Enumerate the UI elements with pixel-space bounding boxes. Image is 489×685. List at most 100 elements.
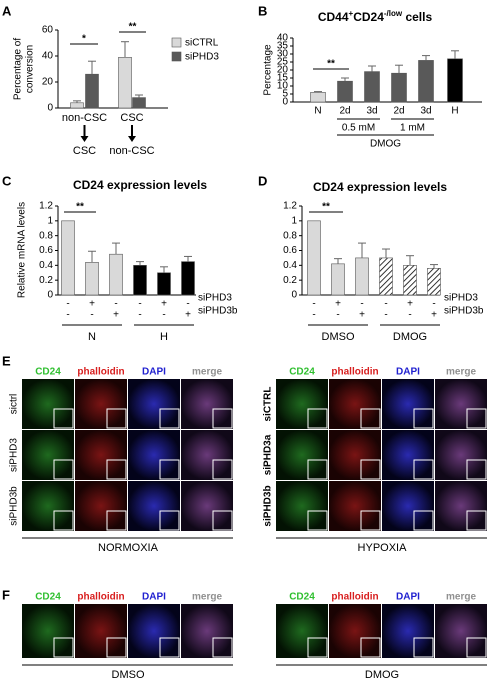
treatment-sign: + — [431, 310, 437, 321]
inset — [307, 408, 328, 429]
inset — [466, 510, 487, 531]
legend-swatch — [171, 51, 182, 62]
micrograph — [435, 604, 487, 658]
inset — [360, 408, 381, 429]
significance-label: ** — [76, 202, 84, 213]
y-tick-label: 5 — [282, 89, 288, 100]
micrograph — [128, 481, 180, 531]
bar — [418, 60, 434, 103]
channel-label: merge — [446, 592, 476, 603]
micrograph — [181, 430, 233, 480]
inset — [212, 459, 233, 480]
legend-label: siCTRL — [185, 38, 219, 49]
micrograph — [128, 604, 180, 658]
treatment-sign: - — [66, 310, 69, 321]
error-bar — [73, 100, 81, 103]
y-tick-label: 0.8 — [39, 230, 53, 241]
inset — [159, 459, 180, 480]
y-tick-label: 0 — [47, 103, 53, 114]
x-tick-label: 2d — [339, 106, 350, 117]
legend-swatch — [171, 37, 182, 48]
x-tick-label: 3d — [420, 106, 431, 117]
micrograph — [276, 481, 328, 531]
x-tick-label: CSC — [120, 112, 143, 124]
bar — [85, 262, 99, 296]
inset — [53, 459, 74, 480]
inset — [413, 510, 434, 531]
micrograph — [276, 604, 328, 658]
y-axis-label: Percentage of — [13, 38, 24, 100]
significance-label: * — [82, 34, 86, 45]
inset — [53, 408, 74, 429]
treatment-sign: + — [359, 310, 365, 321]
channel-label: phalloidin — [331, 592, 378, 603]
inset — [212, 408, 233, 429]
arrow-head — [128, 136, 136, 142]
micrograph — [382, 430, 434, 480]
bar — [307, 220, 321, 296]
bar — [157, 272, 171, 296]
micrograph — [181, 604, 233, 658]
treatment-name: siPHD3b — [444, 306, 484, 317]
y-tick-label: 0.4 — [283, 260, 297, 271]
error-bar — [314, 91, 322, 93]
target-label: CSC — [73, 145, 96, 157]
inset — [413, 408, 434, 429]
channel-label: DAPI — [142, 367, 166, 378]
bar — [391, 72, 407, 103]
inset — [53, 510, 74, 531]
treatment-sign: + — [89, 299, 95, 310]
y-tick-label: 40 — [42, 51, 54, 62]
significance-label: ** — [327, 59, 335, 70]
micrograph — [435, 430, 487, 480]
inset — [106, 637, 127, 658]
bar — [118, 56, 132, 109]
y-tick-label: 0.8 — [283, 230, 297, 241]
chart-title: CD24 expression levels — [73, 178, 207, 192]
y-tick-label: 0.4 — [39, 260, 53, 271]
micrograph — [382, 604, 434, 658]
inset — [413, 637, 434, 658]
micrograph — [329, 481, 381, 531]
significance-label: ** — [322, 202, 330, 213]
x-tick-label: 2d — [393, 106, 404, 117]
y-tick-label: 0.6 — [39, 245, 53, 256]
significance-label: ** — [129, 22, 137, 33]
error-bar — [430, 264, 438, 269]
bar — [364, 71, 380, 103]
treatment-name: siPHD3 — [198, 293, 232, 304]
y-tick-label: 20 — [42, 77, 54, 88]
micrograph — [435, 481, 487, 531]
micrograph — [181, 379, 233, 429]
error-bar — [184, 255, 192, 262]
inset — [307, 637, 328, 658]
y-axis-label: conversion — [25, 45, 36, 93]
x-tick-label: H — [451, 106, 458, 117]
treatment-sign: - — [162, 310, 165, 321]
error-bar — [382, 248, 390, 258]
inset — [413, 459, 434, 480]
y-tick-label: 25 — [277, 57, 289, 68]
bar — [61, 220, 75, 296]
y-tick-label: 20 — [277, 65, 289, 76]
title-part: cells — [402, 10, 432, 24]
target-label: non-CSC — [109, 145, 154, 157]
micrograph — [22, 604, 74, 658]
bar — [331, 263, 345, 296]
treatment-sign: - — [336, 310, 339, 321]
y-tick-label: 0.6 — [283, 245, 297, 256]
y-tick-label: 35 — [277, 41, 289, 52]
bar — [355, 257, 369, 296]
panel-letter: B — [258, 3, 267, 18]
treatment-sign: + — [113, 310, 119, 321]
condition-label: HYPOXIA — [358, 542, 408, 554]
group-label: 1 mM — [400, 123, 425, 134]
inset — [212, 510, 233, 531]
channel-label: merge — [446, 367, 476, 378]
micrograph — [382, 379, 434, 429]
error-bar — [334, 258, 342, 264]
micrograph — [329, 604, 381, 658]
micrograph — [276, 379, 328, 429]
error-bar — [135, 94, 143, 98]
panel-letter: A — [2, 3, 12, 18]
